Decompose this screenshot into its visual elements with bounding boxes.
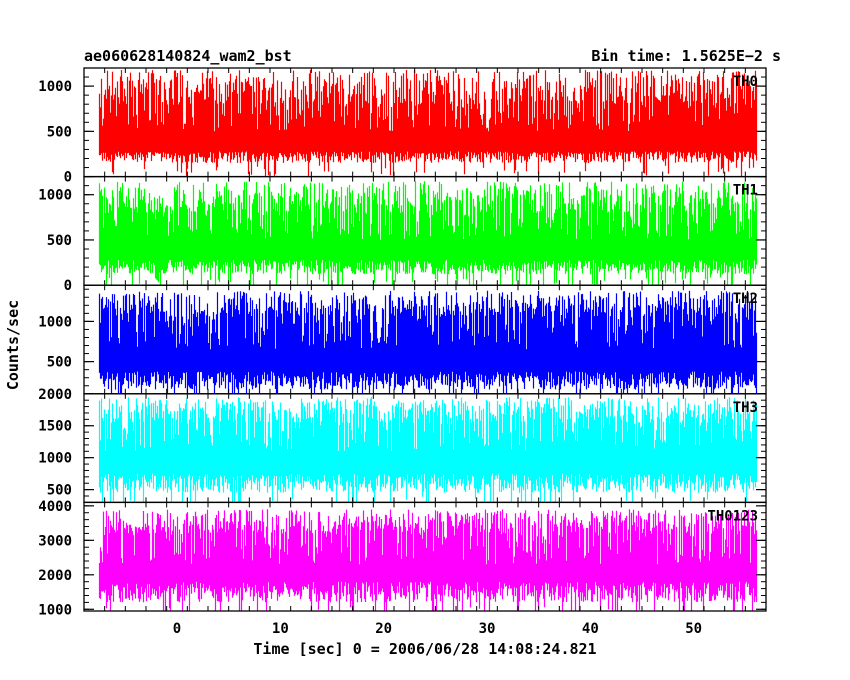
panel-label: TH0: [733, 74, 758, 90]
panel-label: TH2: [733, 291, 758, 307]
x-tick-label: 20: [375, 621, 392, 637]
series-th1: [98, 181, 758, 285]
x-tick-label: 0: [173, 621, 181, 637]
x-axis-label: Time [sec] 0 = 2006/06/28 14:08:24.821: [253, 640, 596, 658]
series-th0: [98, 69, 758, 177]
y-tick-label: 1000: [38, 79, 72, 95]
chart-title: ae060628140824_wam2_bst: [84, 47, 292, 65]
y-tick-label: 1000: [38, 602, 72, 618]
panel-label: TH3: [733, 400, 758, 416]
panel-th0: 0 500 1000 TH0: [38, 67, 767, 186]
y-tick-label: 1000: [38, 314, 72, 330]
y-tick-label: 500: [47, 124, 72, 140]
panel-label: TH1: [733, 183, 758, 199]
x-tick-label: 50: [685, 621, 702, 637]
panel-th1: 0 500 1000 TH1: [38, 175, 767, 294]
panel-th0123: 1000 2000 3000 4000 TH0123: [38, 499, 767, 618]
panel-th3: 500 1000 1500 2000 TH3: [38, 387, 767, 504]
y-tick-label: 500: [47, 355, 72, 371]
series-th2: [98, 290, 758, 394]
y-tick-label: 4000: [38, 499, 72, 515]
x-tick-label: 30: [479, 621, 496, 637]
y-tick-label: 1000: [38, 188, 72, 204]
series-th3: [98, 397, 758, 502]
y-tick-label: 3000: [38, 533, 72, 549]
panel-frame: [83, 501, 767, 612]
bin-time-label: Bin time: 1.5625E−2 s: [591, 47, 781, 65]
y-tick-label: 500: [47, 483, 72, 499]
y-tick-label: 2000: [38, 568, 72, 584]
x-tick-label: 10: [272, 621, 289, 637]
y-tick-label: 1500: [38, 419, 72, 435]
y-tick-label: 500: [47, 233, 72, 249]
y-tick-label: 1000: [38, 451, 72, 467]
x-tick-label: 40: [582, 621, 599, 637]
y-axis-label: Counts/sec: [4, 300, 22, 390]
y-tick-label: 2000: [38, 387, 72, 403]
y-tick-label: 0: [64, 278, 72, 294]
series-th0123: [98, 509, 758, 611]
panel-label: TH0123: [707, 508, 758, 524]
panel-th2: 500 1000 TH2: [38, 284, 767, 395]
y-tick-label: 0: [64, 170, 72, 186]
